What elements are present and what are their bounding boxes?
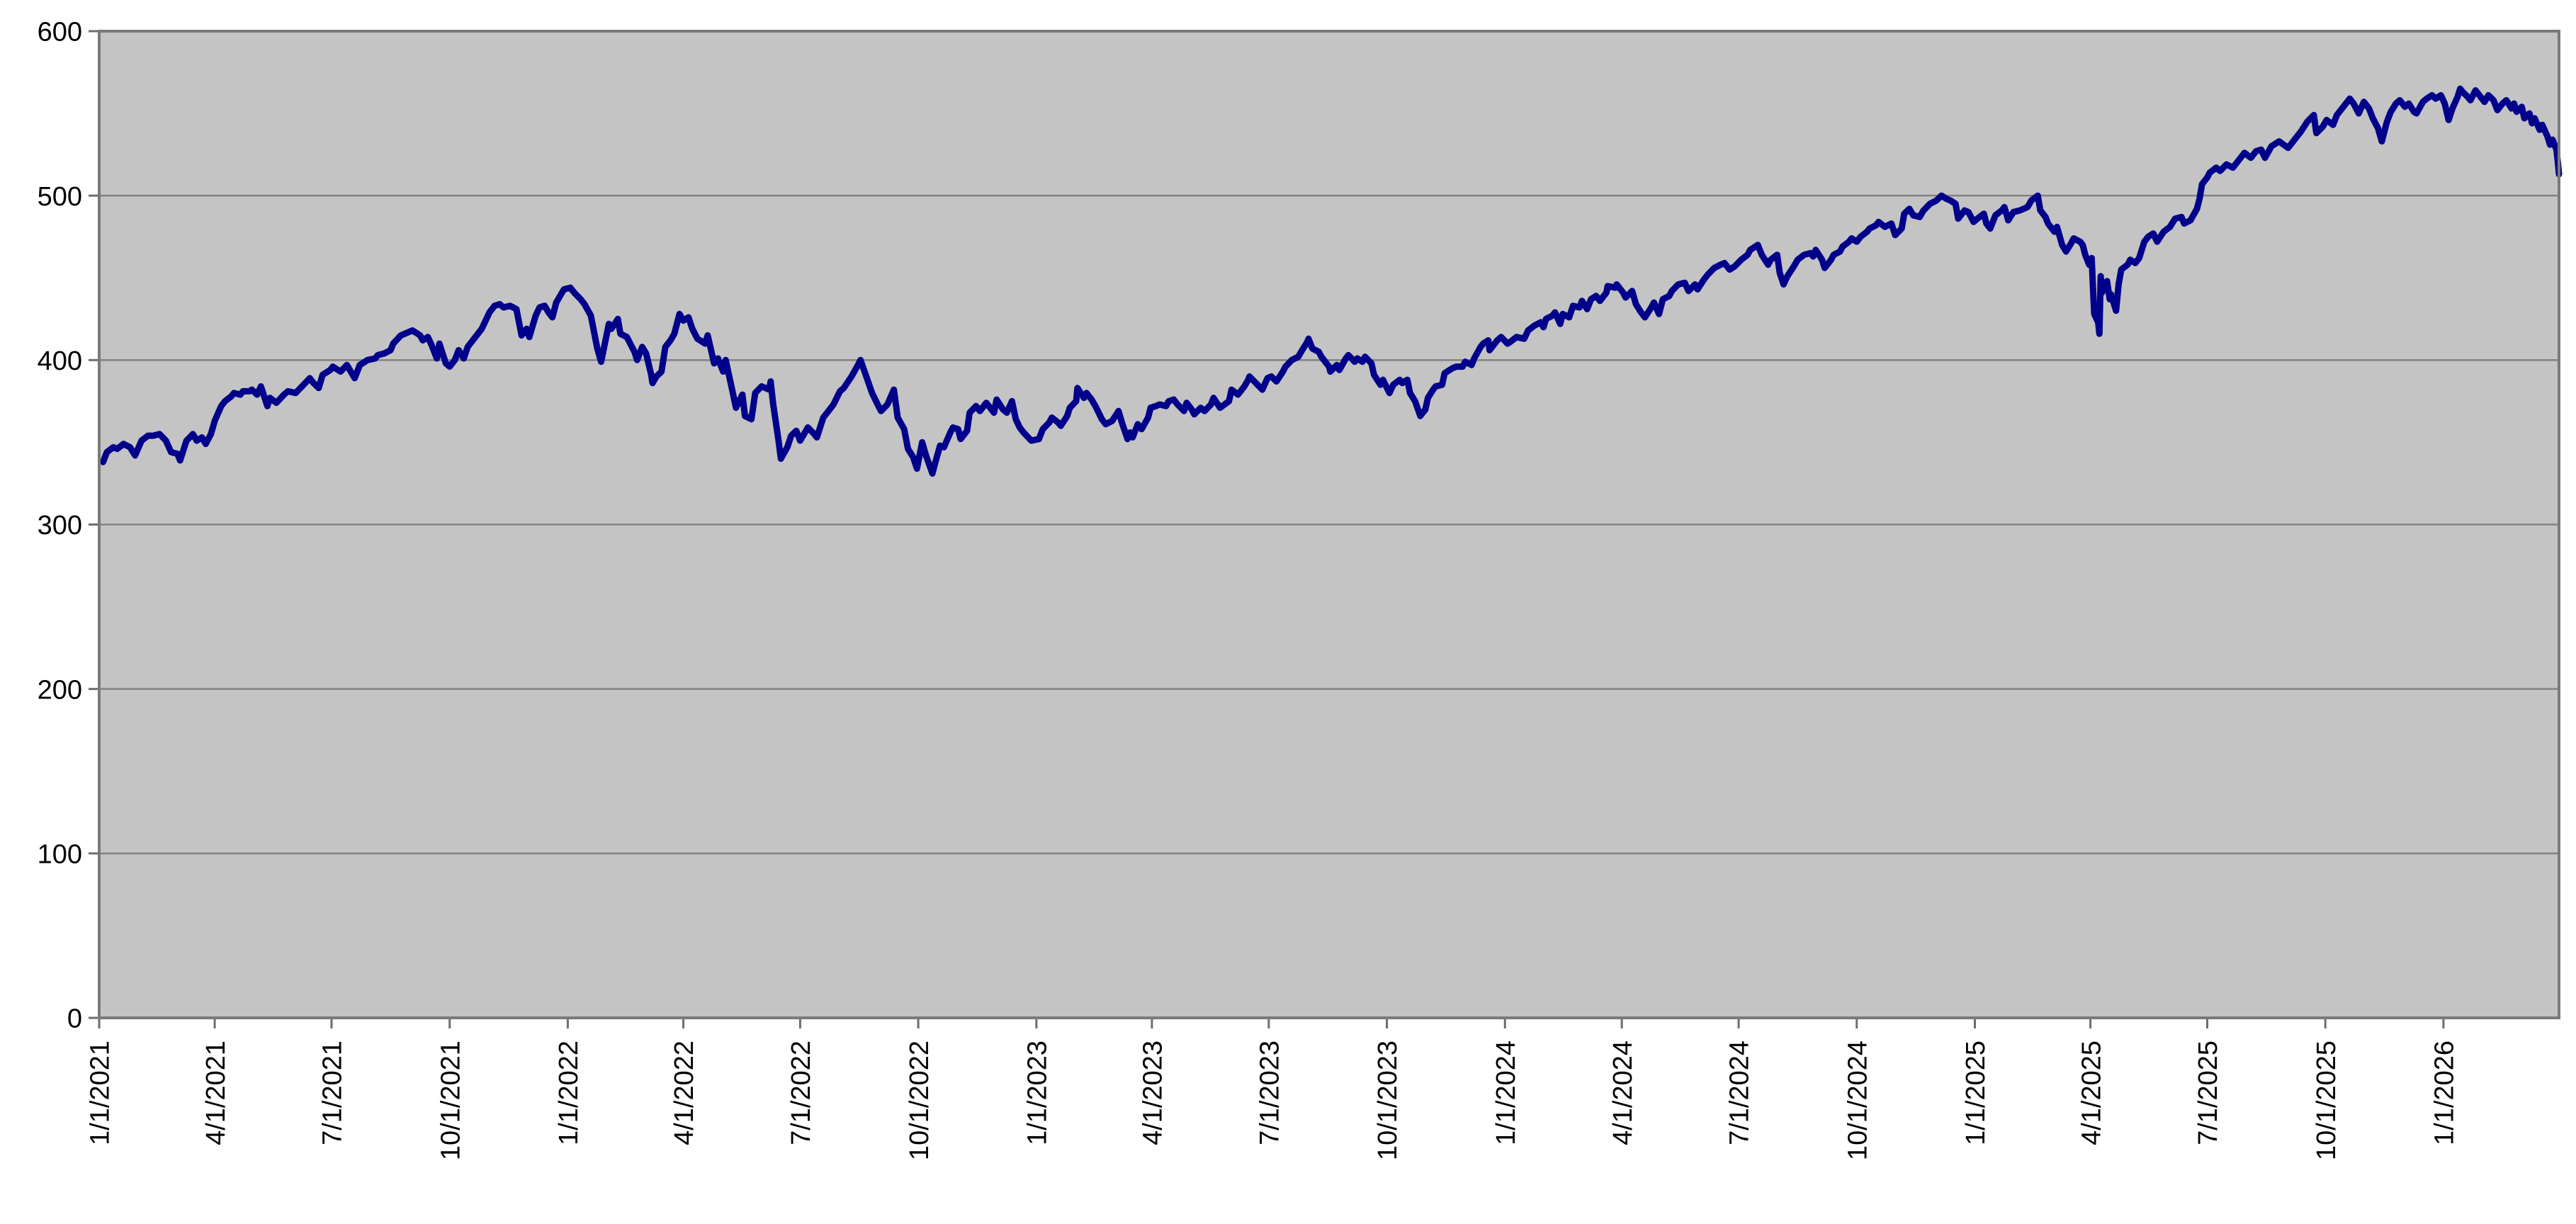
x-axis-label: 1/1/2026	[2430, 1041, 2460, 1145]
x-axis-label: 7/1/2021	[318, 1041, 348, 1145]
x-axis-label: 4/1/2023	[1139, 1041, 1168, 1145]
x-axis-label: 4/1/2022	[670, 1041, 699, 1145]
plot-area-border	[98, 30, 2560, 1019]
x-axis-label: 4/1/2025	[2077, 1041, 2106, 1145]
x-axis-label: 10/1/2025	[2312, 1041, 2341, 1160]
x-axis-label: 1/1/2022	[554, 1041, 584, 1145]
y-axis-label: 400	[38, 346, 82, 376]
x-axis-label: 1/1/2023	[1023, 1041, 1053, 1145]
x-axis-label: 7/1/2025	[2193, 1041, 2223, 1145]
y-axis-label: 500	[38, 182, 82, 212]
x-axis-label: 10/1/2023	[1373, 1041, 1403, 1160]
y-axis-label: 0	[67, 1004, 82, 1034]
x-axis-label: 10/1/2021	[436, 1041, 465, 1160]
x-axis-label: 10/1/2024	[1843, 1041, 1872, 1160]
price-line-series	[99, 85, 2563, 477]
x-axis-label: 1/1/2024	[1491, 1041, 1521, 1145]
x-axis-label: 4/1/2024	[1608, 1041, 1638, 1145]
x-axis-label: 7/1/2023	[1255, 1041, 1285, 1145]
x-axis-label: 7/1/2024	[1725, 1041, 1755, 1145]
x-axis-label: 1/1/2025	[1961, 1041, 1991, 1145]
y-axis-label: 300	[38, 511, 82, 540]
x-axis-label: 7/1/2022	[786, 1041, 816, 1145]
x-axis-label: 4/1/2021	[201, 1041, 231, 1145]
x-axis-label: 10/1/2022	[905, 1041, 934, 1160]
y-axis-label: 200	[38, 675, 82, 705]
y-axis-label: 600	[38, 18, 82, 47]
x-axis-label: 1/1/2021	[86, 1041, 115, 1145]
y-axis-label: 100	[38, 840, 82, 870]
